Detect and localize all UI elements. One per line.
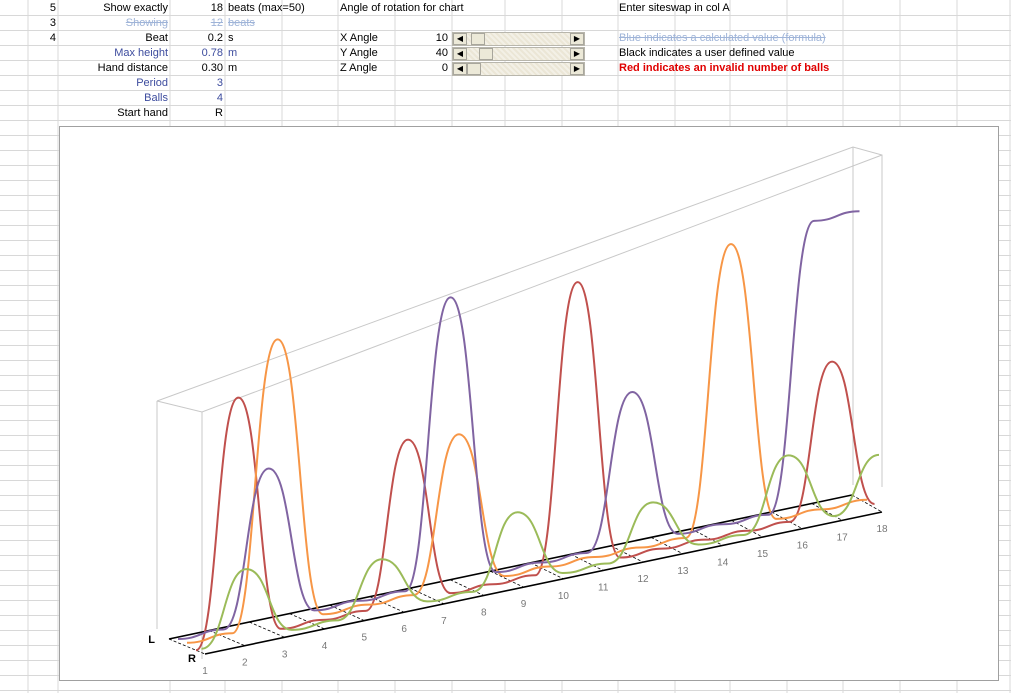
scroll-thumb[interactable]: [479, 48, 493, 60]
juggling-chart[interactable]: 1 2 3 4 5 6 7 8 9 10 11 12 13 14 15 16 17 18 L R: [59, 126, 999, 681]
col-a-cell-2[interactable]: 3: [49, 17, 56, 29]
period-label: Period: [136, 77, 168, 89]
beat-label: 6: [401, 624, 407, 635]
ball-trajectory-series: [195, 281, 875, 652]
ball-trajectory-series: [201, 453, 880, 650]
beat-value[interactable]: 0.2: [207, 32, 223, 44]
beat-rung: [249, 621, 285, 638]
scroll-right-arrow-icon[interactable]: ▶: [570, 63, 584, 75]
x-angle-label: X Angle: [340, 32, 378, 44]
beat-rung: [610, 545, 644, 563]
beat-label: 4: [322, 641, 328, 652]
scroll-left-arrow-icon[interactable]: ◀: [453, 48, 467, 60]
beat-rung: [289, 613, 325, 630]
scroll-right-arrow-icon[interactable]: ▶: [570, 33, 584, 45]
beat-label: 16: [797, 541, 809, 552]
y-angle-label: Y Angle: [340, 47, 378, 59]
beat-label: 3: [282, 649, 288, 660]
z-angle-value[interactable]: 0: [441, 62, 448, 74]
right-hand-rail: [204, 511, 883, 655]
period-value[interactable]: 3: [216, 77, 223, 89]
beat-rung: [851, 494, 883, 513]
scroll-left-arrow-icon[interactable]: ◀: [453, 33, 467, 45]
beat-label: 2: [242, 658, 248, 669]
chart-back-wall-edges: [156, 154, 883, 659]
hand-distance-label: Hand distance: [97, 62, 168, 74]
enter-siteswap-note: Enter siteswap in col A: [619, 2, 730, 14]
start-hand-value[interactable]: R: [215, 107, 223, 119]
beat-rung: [329, 604, 365, 621]
beat-label: 11: [598, 582, 609, 593]
beat-label: 12: [637, 574, 649, 585]
ball-trajectory-series: [177, 210, 860, 641]
rotation-title: Angle of rotation for chart: [340, 2, 464, 14]
z-angle-scrollbar[interactable]: ◀ ▶: [452, 62, 585, 76]
red-legend-note: Red indicates an invalid number of balls: [619, 62, 830, 74]
left-hand-rail: [168, 494, 853, 640]
beat-label: 15: [757, 549, 769, 560]
scroll-thumb[interactable]: [467, 63, 481, 75]
show-exactly-unit: beats (max=50): [228, 2, 305, 14]
beat-label: 9: [521, 599, 527, 610]
show-exactly-value[interactable]: 18: [210, 2, 223, 14]
beat-label: 1: [202, 666, 208, 677]
showing-unit: beats: [228, 17, 255, 29]
show-exactly-label: Show exactly: [103, 2, 168, 14]
hand-distance-value[interactable]: 0.30: [201, 62, 223, 74]
start-hand-label: Start hand: [117, 107, 168, 119]
max-height-label: Max height: [114, 47, 168, 59]
x-angle-scrollbar[interactable]: ◀ ▶: [452, 32, 585, 46]
beat-label: 13: [677, 566, 689, 577]
y-angle-scrollbar[interactable]: ◀ ▶: [452, 47, 585, 61]
showing-label: Showing: [125, 17, 168, 29]
beat-rung: [691, 528, 723, 546]
beat-label: Beat: [145, 32, 168, 44]
ball-trajectory-series: [186, 243, 868, 644]
hand-distance-unit: m: [228, 62, 238, 74]
beat-label: 8: [481, 608, 487, 619]
z-angle-label: Z Angle: [340, 62, 378, 74]
right-hand-label: R: [188, 653, 196, 665]
balls-label: Balls: [144, 92, 168, 104]
beat-label: 7: [441, 616, 447, 627]
blue-legend-note: Blue indicates a calculated value (formu…: [619, 32, 826, 44]
beat-label: 10: [558, 591, 570, 602]
showing-value[interactable]: 12: [210, 17, 223, 29]
beat-rung: [450, 579, 484, 596]
beat-rung: [771, 511, 803, 530]
beat-label: 5: [362, 633, 368, 644]
black-legend-note: Black indicates a user defined value: [619, 47, 795, 59]
beat-label: 18: [876, 524, 888, 535]
col-a-cell-1[interactable]: 5: [49, 2, 56, 14]
beat-label: 17: [837, 532, 849, 543]
beat-label: 14: [717, 557, 729, 568]
balls-value[interactable]: 4: [216, 92, 223, 104]
scroll-right-arrow-icon[interactable]: ▶: [570, 48, 584, 60]
beat-rung: [650, 536, 684, 555]
left-hand-label: L: [148, 634, 155, 646]
beat-rung: [168, 638, 206, 655]
chart-back-wall: [156, 146, 883, 487]
beat-unit: s: [228, 32, 234, 44]
beat-rung: [490, 570, 524, 588]
max-height-value[interactable]: 0.78: [201, 47, 223, 59]
max-height-unit: m: [228, 47, 238, 59]
scroll-left-arrow-icon[interactable]: ◀: [453, 63, 467, 75]
beat-rung: [209, 630, 245, 647]
beat-rung: [530, 562, 564, 580]
beat-rung: [570, 553, 604, 571]
x-angle-value[interactable]: 10: [435, 32, 448, 44]
col-a-cell-3[interactable]: 4: [49, 32, 56, 44]
beat-rung: [811, 503, 843, 521]
scroll-thumb[interactable]: [471, 33, 485, 45]
y-angle-value[interactable]: 40: [435, 47, 448, 59]
